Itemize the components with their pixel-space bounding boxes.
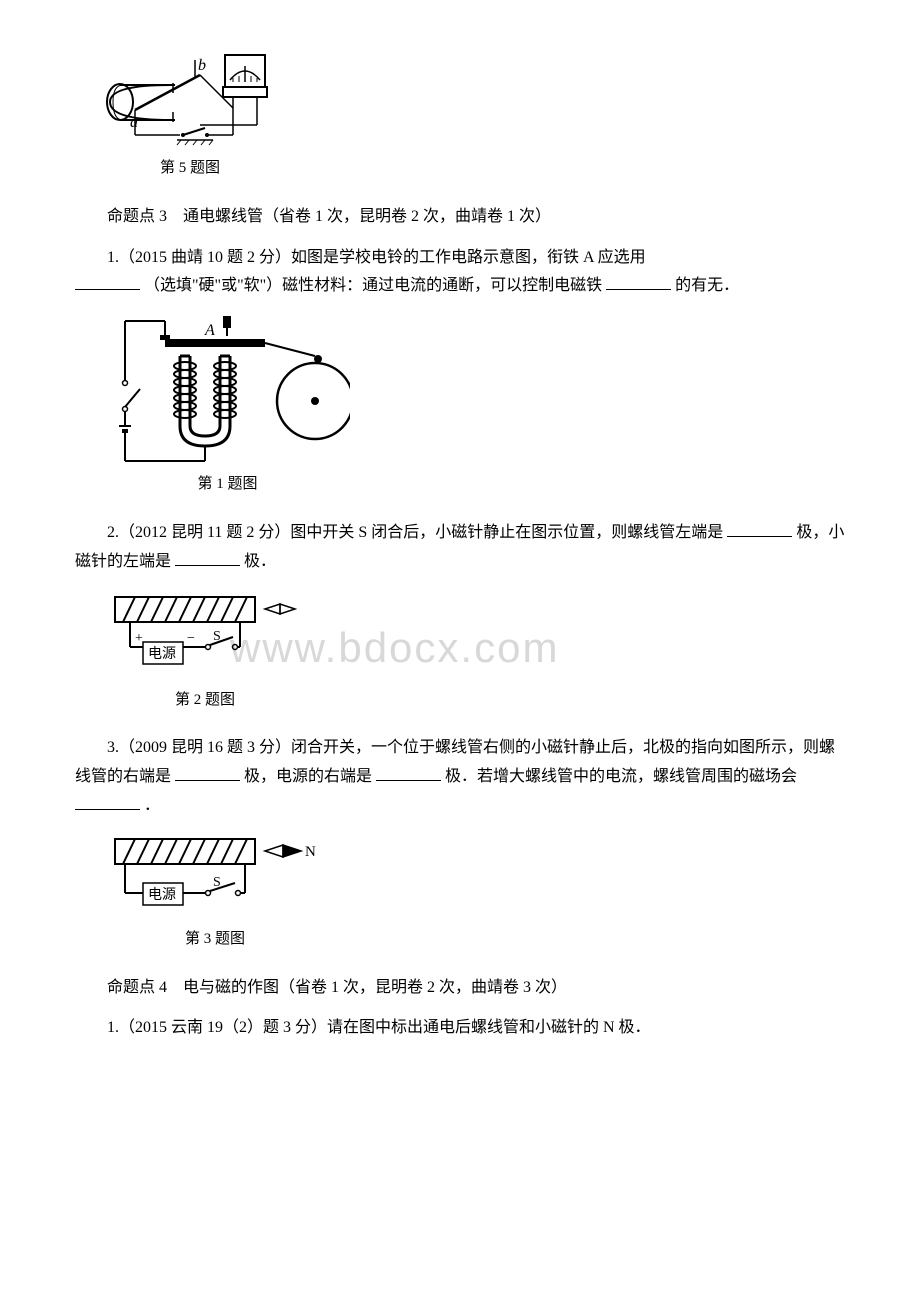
figure-3-3-caption: 第 3 题图: [105, 926, 325, 953]
figure-3-3-block: N 电源 S 第 3 题图: [105, 831, 845, 954]
svg-text:S: S: [213, 875, 221, 890]
figure-3-2-caption: 第 2 题图: [105, 687, 305, 714]
q3-1-text2: （选填"硬"或"软"）磁性材料：通过电流的通断，可以控制电磁铁: [144, 277, 602, 294]
page-content: a b 第 5 题图: [75, 50, 845, 1043]
svg-text:S: S: [213, 629, 221, 644]
figure-3-3-svg: N 电源 S: [105, 831, 325, 921]
svg-text:N: N: [305, 844, 316, 860]
question-3-2: 2.（2012 昆明 11 题 2 分）图中开关 S 闭合后，小磁针静止在图示位…: [75, 519, 845, 577]
q3-3-text2: 极，电源的右端是: [244, 768, 372, 785]
figure-3-1-svg: A: [105, 311, 350, 466]
figure-5-svg: a b: [105, 50, 275, 150]
svg-text:−: −: [187, 631, 195, 646]
q3-2-text1: 2.（2012 昆明 11 题 2 分）图中开关 S 闭合后，小磁针静止在图示位…: [107, 524, 723, 541]
blank: [376, 765, 441, 781]
question-3-3: 3.（2009 昆明 16 题 3 分）闭合开关，一个位于螺线管右侧的小磁针静止…: [75, 734, 845, 820]
q3-2-text3: 极．: [244, 553, 276, 570]
topic-3-heading: 命题点 3 通电螺线管（省卷 1 次，昆明卷 2 次，曲靖卷 1 次）: [75, 203, 845, 232]
blank: [606, 274, 671, 290]
svg-text:A: A: [204, 322, 215, 339]
figure-5-block: a b 第 5 题图: [105, 50, 845, 183]
figure-3-2-svg: 电源 + − S: [105, 587, 305, 682]
q3-1-text3: 的有无．: [675, 277, 739, 294]
question-3-1: 1.（2015 曲靖 10 题 2 分）如图是学校电铃的工作电路示意图，衔铁 A…: [75, 244, 845, 302]
figure-3-1-caption: 第 1 题图: [105, 471, 350, 498]
q3-3-text3: 极．若增大螺线管中的电流，螺线管周围的磁场会: [445, 768, 797, 785]
figure-5-caption: 第 5 题图: [105, 155, 275, 182]
blank: [75, 274, 140, 290]
svg-text:a: a: [130, 114, 138, 131]
blank: [175, 765, 240, 781]
blank: [75, 794, 140, 810]
svg-text:+: +: [135, 631, 143, 646]
figure-3-2-block: 电源 + − S 第 2 题图: [105, 587, 845, 715]
blank: [175, 550, 240, 566]
svg-text:电源: 电源: [148, 887, 176, 903]
q3-1-text1: 1.（2015 曲靖 10 题 2 分）如图是学校电铃的工作电路示意图，衔铁 A…: [107, 249, 646, 266]
svg-text:b: b: [198, 57, 206, 74]
figure-3-1-block: A: [105, 311, 845, 499]
question-4-1: 1.（2015 云南 19（2）题 3 分）请在图中标出通电后螺线管和小磁针的 …: [75, 1014, 845, 1043]
topic-4-heading: 命题点 4 电与磁的作图（省卷 1 次，昆明卷 2 次，曲靖卷 3 次）: [75, 974, 845, 1003]
q3-3-text4: ．: [144, 797, 160, 814]
svg-text:电源: 电源: [148, 646, 176, 662]
blank: [727, 521, 792, 537]
